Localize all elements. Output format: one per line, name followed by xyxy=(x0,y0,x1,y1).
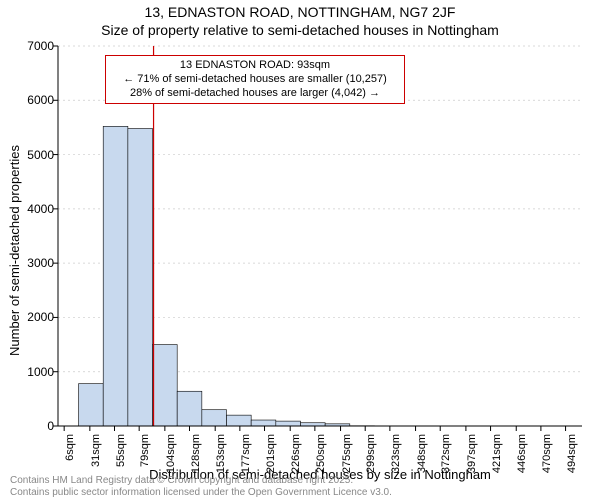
footer-line1: Contains HM Land Registry data © Crown c… xyxy=(10,475,392,487)
histogram-bar xyxy=(251,420,276,426)
y-tick-label: 0 xyxy=(47,419,54,433)
annotation-box: 13 EDNASTON ROAD: 93sqm ← 71% of semi-de… xyxy=(105,55,405,104)
y-axis-label-container: Number of semi-detached properties xyxy=(4,0,24,500)
y-tick-label: 7000 xyxy=(27,39,54,53)
y-tick-label: 6000 xyxy=(27,93,54,107)
histogram-bar xyxy=(153,345,178,426)
histogram-bar xyxy=(128,129,153,426)
footer-attribution: Contains HM Land Registry data © Crown c… xyxy=(10,475,392,498)
annotation-line3: 28% of semi-detached houses are larger (… xyxy=(112,87,398,101)
chart-figure: 13, EDNASTON ROAD, NOTTINGHAM, NG7 2JF S… xyxy=(0,0,600,500)
annotation-line1: 13 EDNASTON ROAD: 93sqm xyxy=(112,59,398,73)
histogram-bar xyxy=(177,391,202,426)
chart-title-line1: 13, EDNASTON ROAD, NOTTINGHAM, NG7 2JF xyxy=(0,4,600,20)
y-tick-label: 3000 xyxy=(27,256,54,270)
histogram-bar xyxy=(276,421,301,426)
histogram-bar xyxy=(202,410,227,426)
histogram-bar xyxy=(79,384,104,426)
histogram-bar xyxy=(227,415,252,426)
histogram-bar xyxy=(103,126,128,426)
y-tick-label: 1000 xyxy=(27,365,54,379)
annotation-line2: ← 71% of semi-detached houses are smalle… xyxy=(112,73,398,87)
y-tick-label: 5000 xyxy=(27,148,54,162)
y-tick-label: 4000 xyxy=(27,202,54,216)
y-tick-label: 2000 xyxy=(27,310,54,324)
y-axis-label: Number of semi-detached properties xyxy=(7,145,22,356)
footer-line2: Contains public sector information licen… xyxy=(10,487,392,499)
chart-title-line2: Size of property relative to semi-detach… xyxy=(0,22,600,38)
